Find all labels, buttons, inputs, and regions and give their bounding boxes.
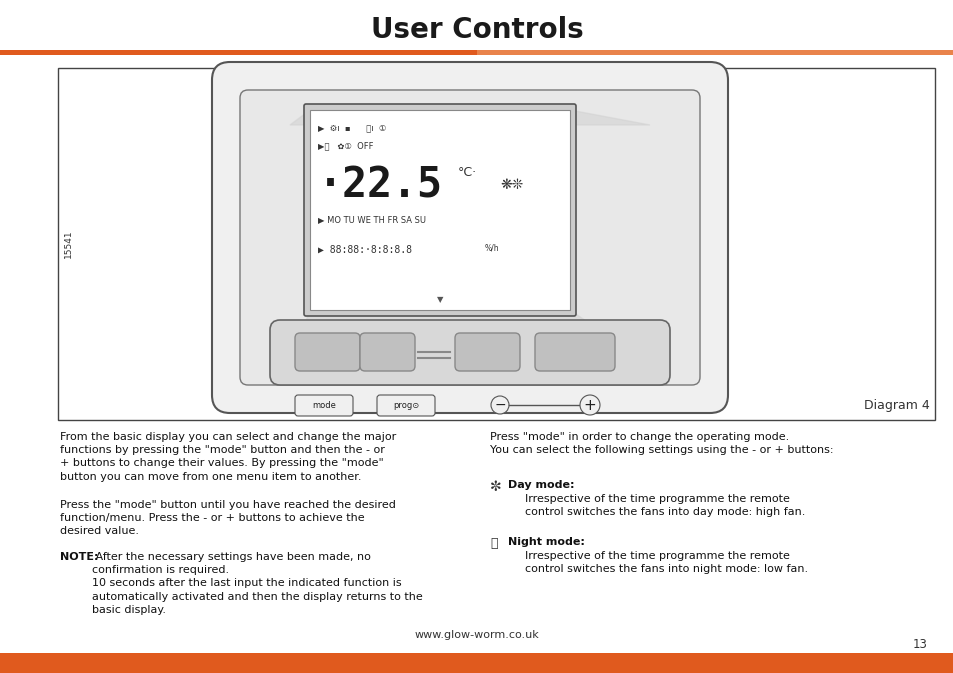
FancyBboxPatch shape xyxy=(212,62,727,413)
FancyBboxPatch shape xyxy=(535,333,615,371)
Text: 13: 13 xyxy=(912,639,926,651)
Polygon shape xyxy=(290,310,649,365)
Text: User Controls: User Controls xyxy=(370,16,583,44)
Circle shape xyxy=(579,395,599,415)
Text: +: + xyxy=(583,398,596,413)
Bar xyxy=(310,110,569,310)
Text: Day mode:: Day mode: xyxy=(507,480,574,490)
FancyBboxPatch shape xyxy=(359,333,415,371)
Polygon shape xyxy=(290,110,649,125)
Text: ⓪: ⓪ xyxy=(490,537,497,550)
Text: From the basic display you can select and change the major
functions by pressing: From the basic display you can select an… xyxy=(60,432,395,482)
Text: 15541: 15541 xyxy=(64,229,72,258)
Bar xyxy=(0,653,953,673)
Text: www.glow-worm.co.uk: www.glow-worm.co.uk xyxy=(415,630,538,640)
Bar xyxy=(476,50,953,55)
Text: %/h: %/h xyxy=(484,244,499,252)
Text: Diagram 4: Diagram 4 xyxy=(863,399,929,412)
Text: ▼: ▼ xyxy=(436,295,443,304)
FancyBboxPatch shape xyxy=(304,104,576,316)
Bar xyxy=(0,50,953,55)
Text: ▶ MO TU WE TH FR SA SU: ▶ MO TU WE TH FR SA SU xyxy=(317,215,426,225)
Text: NOTE:: NOTE: xyxy=(60,552,98,562)
Circle shape xyxy=(491,396,509,414)
Text: ▶⓪   ✿①  OFF: ▶⓪ ✿① OFF xyxy=(317,141,374,151)
Text: Irrespective of the time programme the remote
control switches the fans into nig: Irrespective of the time programme the r… xyxy=(524,551,807,574)
Text: Press "mode" in order to change the operating mode.
You can select the following: Press "mode" in order to change the oper… xyxy=(490,432,833,455)
FancyBboxPatch shape xyxy=(294,333,359,371)
FancyBboxPatch shape xyxy=(376,395,435,416)
FancyBboxPatch shape xyxy=(240,90,700,385)
FancyBboxPatch shape xyxy=(270,320,669,385)
Text: ▶  ⚙ı  ▪      ⓟı  ①: ▶ ⚙ı ▪ ⓟı ① xyxy=(317,124,386,133)
Text: −: − xyxy=(494,398,505,412)
Text: Irrespective of the time programme the remote
control switches the fans into day: Irrespective of the time programme the r… xyxy=(524,494,804,517)
Text: ✼: ✼ xyxy=(490,480,501,494)
Text: ❋❊: ❋❊ xyxy=(499,178,522,192)
FancyBboxPatch shape xyxy=(294,395,353,416)
Text: Night mode:: Night mode: xyxy=(507,537,584,547)
FancyBboxPatch shape xyxy=(455,333,519,371)
Text: °C·: °C· xyxy=(457,166,476,178)
Text: ·22.5: ·22.5 xyxy=(317,164,442,206)
Text: Press the "mode" button until you have reached the desired
function/menu. Press : Press the "mode" button until you have r… xyxy=(60,500,395,536)
Bar xyxy=(58,68,934,420)
Text: ▶ 88:88:·8:8:8.8: ▶ 88:88:·8:8:8.8 xyxy=(317,245,412,255)
Text: prog⊙: prog⊙ xyxy=(393,400,418,409)
Text: After the necessary settings have been made, no
confirmation is required.
10 sec: After the necessary settings have been m… xyxy=(91,552,422,615)
Text: mode: mode xyxy=(312,400,335,409)
